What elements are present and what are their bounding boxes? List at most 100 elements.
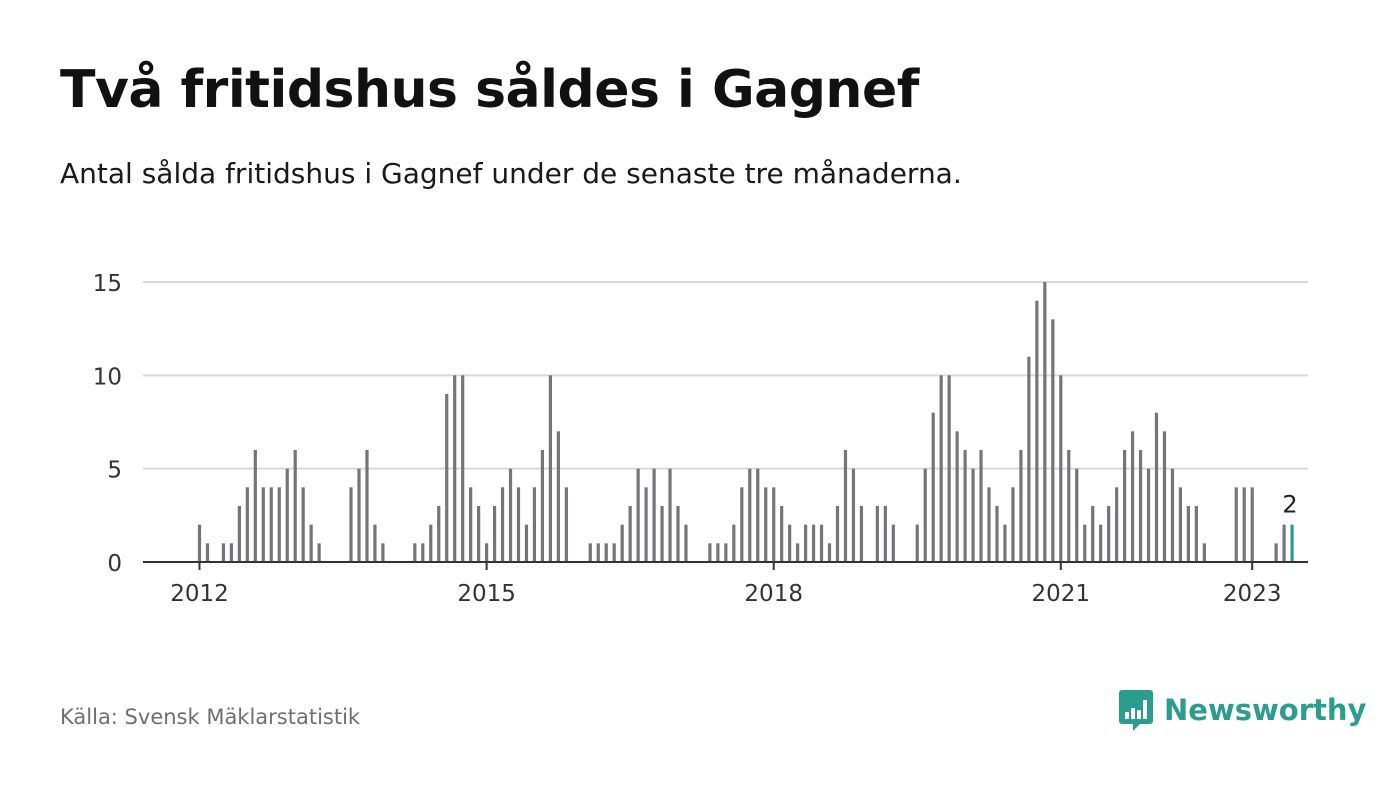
bar bbox=[1162, 431, 1167, 562]
y-tick-label: 0 bbox=[107, 551, 122, 577]
bar bbox=[851, 468, 856, 562]
source-note: Källa: Svensk Mäklarstatistik bbox=[60, 705, 361, 729]
bar bbox=[540, 450, 545, 562]
bar bbox=[660, 506, 664, 562]
bar bbox=[317, 543, 321, 562]
bar bbox=[588, 543, 592, 562]
bar bbox=[676, 506, 680, 562]
bar bbox=[1170, 468, 1175, 562]
bar bbox=[1035, 300, 1039, 562]
bar bbox=[644, 487, 648, 562]
bar bbox=[843, 450, 848, 562]
bar bbox=[261, 487, 265, 562]
bar bbox=[365, 450, 369, 562]
bar bbox=[413, 543, 417, 562]
bar bbox=[1027, 356, 1031, 562]
bar bbox=[1083, 524, 1087, 562]
brand-name: Newsworthy bbox=[1164, 693, 1367, 727]
bar bbox=[1099, 524, 1103, 562]
bar bbox=[748, 468, 752, 562]
bar bbox=[1067, 450, 1071, 562]
bar bbox=[508, 468, 513, 562]
bar bbox=[1011, 487, 1015, 562]
bar bbox=[780, 506, 784, 562]
bar bbox=[221, 543, 226, 562]
bar bbox=[995, 506, 999, 562]
bar bbox=[612, 543, 616, 562]
bar bbox=[811, 524, 816, 562]
bar bbox=[548, 375, 552, 562]
bar bbox=[205, 543, 210, 562]
bar bbox=[796, 543, 800, 562]
bar bbox=[445, 394, 449, 562]
bar bbox=[859, 506, 864, 562]
bar bbox=[1123, 450, 1127, 562]
bar bbox=[1274, 543, 1278, 562]
bar bbox=[740, 487, 744, 562]
bar bbox=[429, 524, 433, 562]
bar bbox=[979, 450, 983, 562]
bar bbox=[381, 543, 385, 562]
bar bbox=[628, 506, 632, 562]
brand-logo[interactable]: Newsworthy bbox=[1118, 688, 1366, 732]
bar bbox=[349, 487, 353, 562]
bar bbox=[556, 431, 560, 562]
x-tick-label: 2021 bbox=[1032, 581, 1091, 607]
bar bbox=[883, 506, 887, 562]
bar bbox=[1043, 282, 1047, 562]
bar bbox=[963, 450, 967, 562]
bar bbox=[237, 506, 241, 562]
bar bbox=[604, 543, 608, 562]
bar bbox=[461, 375, 465, 562]
bar bbox=[1115, 487, 1119, 562]
y-tick-label: 5 bbox=[107, 458, 122, 484]
data-label-last: 2 bbox=[1282, 491, 1297, 519]
bar bbox=[285, 468, 289, 562]
x-tick-label: 2018 bbox=[744, 581, 803, 607]
bar bbox=[724, 543, 728, 562]
bar bbox=[1075, 468, 1079, 562]
x-tick-label: 2012 bbox=[170, 581, 229, 607]
bar bbox=[1107, 506, 1111, 562]
bar bbox=[827, 543, 832, 562]
bar bbox=[1186, 506, 1190, 562]
chart-subtitle: Antal sålda fritidshus i Gagnef under de… bbox=[60, 157, 962, 190]
bar bbox=[1130, 431, 1135, 562]
x-tick-label: 2023 bbox=[1223, 581, 1282, 607]
bar bbox=[309, 524, 313, 562]
bar bbox=[716, 543, 720, 562]
bar bbox=[269, 487, 273, 562]
bar bbox=[453, 375, 457, 562]
bar bbox=[1154, 412, 1159, 562]
bar bbox=[357, 468, 361, 562]
y-tick-label: 15 bbox=[93, 271, 122, 297]
bar bbox=[684, 524, 688, 562]
bar bbox=[947, 375, 951, 562]
bar bbox=[421, 543, 425, 562]
bar bbox=[301, 487, 305, 562]
bar bbox=[469, 487, 473, 562]
bar bbox=[971, 468, 975, 562]
bar bbox=[804, 524, 808, 562]
bar bbox=[652, 468, 656, 562]
bar bbox=[1051, 319, 1055, 562]
bar bbox=[524, 524, 529, 562]
bar bbox=[668, 468, 672, 562]
bar bbox=[915, 524, 919, 562]
bar bbox=[564, 487, 568, 562]
bar bbox=[437, 506, 441, 562]
y-tick-label: 10 bbox=[93, 364, 122, 390]
bar bbox=[1138, 450, 1143, 562]
bar bbox=[1202, 543, 1206, 562]
newsworthy-chart-icon bbox=[1119, 690, 1153, 731]
bar bbox=[500, 487, 505, 562]
bar bbox=[373, 524, 377, 562]
bar bbox=[708, 543, 712, 562]
bar-highlight bbox=[1290, 524, 1294, 562]
bar bbox=[772, 487, 776, 562]
bar bbox=[197, 524, 202, 562]
bar bbox=[939, 375, 943, 562]
bar bbox=[1003, 524, 1007, 562]
bar bbox=[277, 487, 281, 562]
